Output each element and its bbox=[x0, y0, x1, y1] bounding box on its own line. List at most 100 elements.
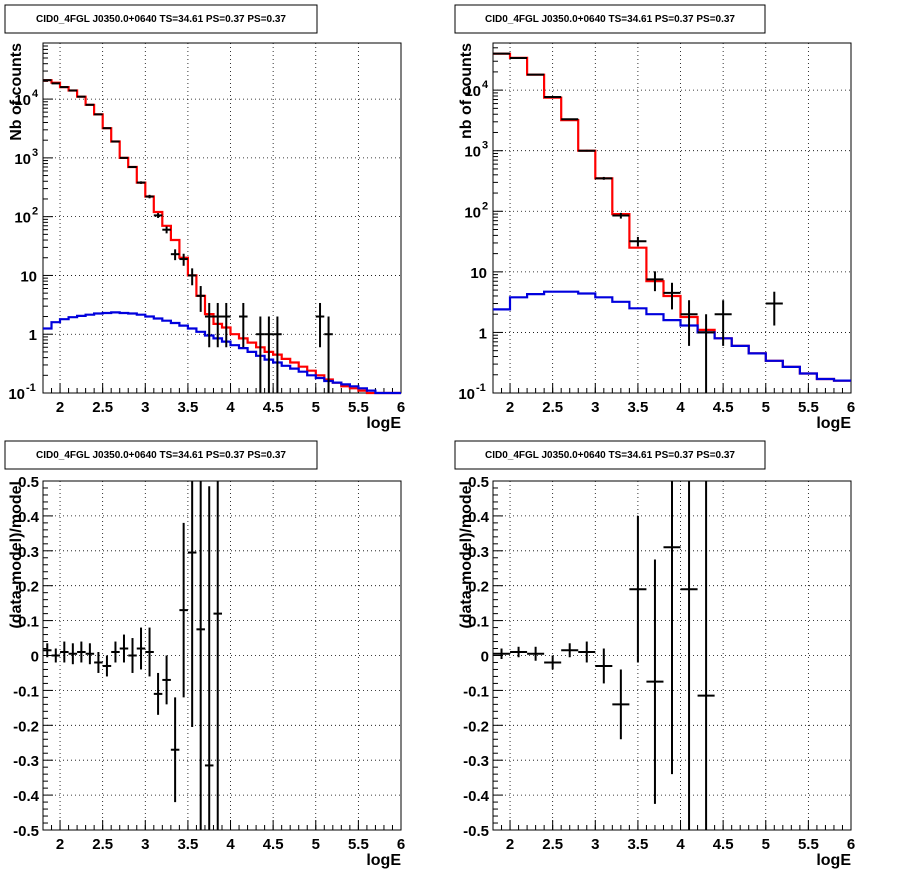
data-point bbox=[510, 646, 528, 658]
title-box bbox=[454, 4, 766, 34]
x-tick-label: 2 bbox=[56, 399, 64, 416]
data-point bbox=[94, 652, 103, 673]
y-tick-label: 0.1 bbox=[18, 614, 39, 631]
x-tick-label: 2 bbox=[506, 399, 514, 416]
x-tick-label: 3 bbox=[141, 399, 149, 416]
x-tick-label: 3 bbox=[591, 836, 599, 853]
x-tick-label: 2.5 bbox=[92, 399, 113, 416]
data-point bbox=[544, 96, 562, 99]
y-tick-label: 0.2 bbox=[468, 579, 489, 596]
x-tick-label: 3.5 bbox=[177, 399, 198, 416]
data-point bbox=[527, 646, 545, 661]
data-point bbox=[102, 127, 112, 130]
y-tick-label: 0.5 bbox=[18, 474, 39, 491]
chart-title: CID0_4FGL J0350.0+0640 TS=34.61 PS=0.37 … bbox=[485, 450, 735, 461]
y-tick-label: -0.5 bbox=[13, 823, 39, 840]
x-tick-label: 3 bbox=[141, 836, 149, 853]
data-point bbox=[612, 669, 630, 740]
data-point bbox=[714, 300, 732, 346]
y-tick-label: 10 bbox=[14, 92, 31, 109]
data-point bbox=[179, 522, 188, 698]
data-point bbox=[170, 697, 180, 803]
data-point bbox=[85, 103, 95, 106]
x-tick-label: 3.5 bbox=[627, 399, 648, 416]
x-tick-label: 2 bbox=[506, 836, 514, 853]
y-tick-label: 0.5 bbox=[468, 474, 489, 491]
data-point bbox=[187, 268, 197, 286]
title-box bbox=[454, 440, 766, 470]
x-tick-label: 5 bbox=[762, 836, 770, 853]
x-tick-label: 4.5 bbox=[713, 399, 734, 416]
data-point bbox=[222, 302, 231, 348]
chart-title: CID0_4FGL J0350.0+0640 TS=34.61 PS=0.37 … bbox=[36, 14, 286, 25]
y-tick-label: 10 bbox=[464, 144, 481, 161]
y-tick-exponent: 3 bbox=[32, 147, 38, 159]
data-point bbox=[315, 302, 325, 348]
x-tick-label: 5 bbox=[762, 399, 770, 416]
x-tick-label: 3.5 bbox=[627, 836, 648, 853]
data-point bbox=[94, 113, 103, 116]
data-point bbox=[204, 486, 214, 830]
y-tick-label: -0.1 bbox=[13, 683, 39, 700]
data-point bbox=[612, 212, 630, 219]
y-axis-label: Nb of counts bbox=[8, 43, 25, 141]
y-tick-exponent: 4 bbox=[32, 88, 39, 100]
y-tick-label: 10 bbox=[470, 265, 487, 282]
y-tick-exponent: 3 bbox=[482, 140, 488, 152]
data-point bbox=[162, 226, 171, 234]
x-tick-label: 2.5 bbox=[92, 836, 113, 853]
data-point bbox=[204, 302, 214, 348]
data-point bbox=[119, 634, 129, 663]
y-tick-label: -0.5 bbox=[463, 823, 489, 840]
data-point bbox=[136, 181, 146, 184]
y-tick-label: -0.2 bbox=[13, 718, 39, 735]
title-box bbox=[4, 440, 318, 470]
x-tick-label: 4 bbox=[676, 836, 685, 853]
data-point bbox=[187, 481, 197, 728]
x-tick-label: 4 bbox=[676, 399, 685, 416]
data-point bbox=[153, 213, 163, 218]
chart-title: CID0_4FGL J0350.0+0640 TS=34.61 PS=0.37 … bbox=[485, 14, 735, 25]
data-point bbox=[765, 291, 783, 326]
plot-panel-4: 2 2.5 3 3.5 4 4.5 5 5.5 6 -0.5 -0.4 -0.3 -0.2 -0.1 0 0.… bbox=[454, 440, 855, 869]
data-point bbox=[196, 481, 205, 830]
y-tick-label: 10 bbox=[458, 386, 475, 403]
data-point bbox=[128, 638, 137, 673]
data-point bbox=[561, 118, 579, 121]
data-point bbox=[578, 641, 596, 663]
data-point bbox=[145, 627, 154, 677]
data-point bbox=[544, 655, 562, 670]
y-tick-label: 10 bbox=[8, 386, 25, 403]
x-tick-label: 3.5 bbox=[177, 836, 198, 853]
y-tick-label: 10 bbox=[464, 83, 481, 100]
x-tick-label: 5.5 bbox=[798, 399, 819, 416]
data-point bbox=[128, 165, 137, 168]
y-tick-label: -0.4 bbox=[463, 788, 490, 805]
y-tick-label: 10 bbox=[464, 204, 481, 221]
y-tick-exponent: 2 bbox=[482, 200, 488, 212]
y-tick-label: -0.3 bbox=[463, 753, 489, 770]
x-tick-label: 2.5 bbox=[542, 399, 563, 416]
data-point bbox=[136, 627, 146, 670]
x-tick-label: 5 bbox=[312, 399, 320, 416]
data-point bbox=[145, 194, 154, 199]
y-tick-label: 1 bbox=[29, 327, 37, 344]
y-tick-label: 0.1 bbox=[468, 614, 489, 631]
y-tick-exponent: 4 bbox=[482, 79, 489, 91]
x-tick-label: 5.5 bbox=[798, 836, 819, 853]
data-point bbox=[646, 559, 664, 804]
data-point bbox=[629, 515, 647, 663]
x-tick-label: 6 bbox=[847, 836, 855, 853]
data-point bbox=[213, 481, 222, 830]
x-tick-label: 5.5 bbox=[348, 836, 369, 853]
data-point bbox=[256, 316, 265, 393]
x-tick-label: 3 bbox=[591, 399, 599, 416]
y-tick-exponent: -1 bbox=[26, 382, 36, 394]
y-tick-exponent: 2 bbox=[32, 206, 38, 218]
data-point bbox=[43, 643, 52, 658]
plot-panel-3: 2 2.5 3 3.5 4 4.5 5 5.5 6 -0.5 -0.4 -0.3 -0.2 -0.1 0 0.… bbox=[4, 440, 405, 869]
data-point bbox=[153, 672, 163, 715]
data-point bbox=[578, 149, 596, 152]
